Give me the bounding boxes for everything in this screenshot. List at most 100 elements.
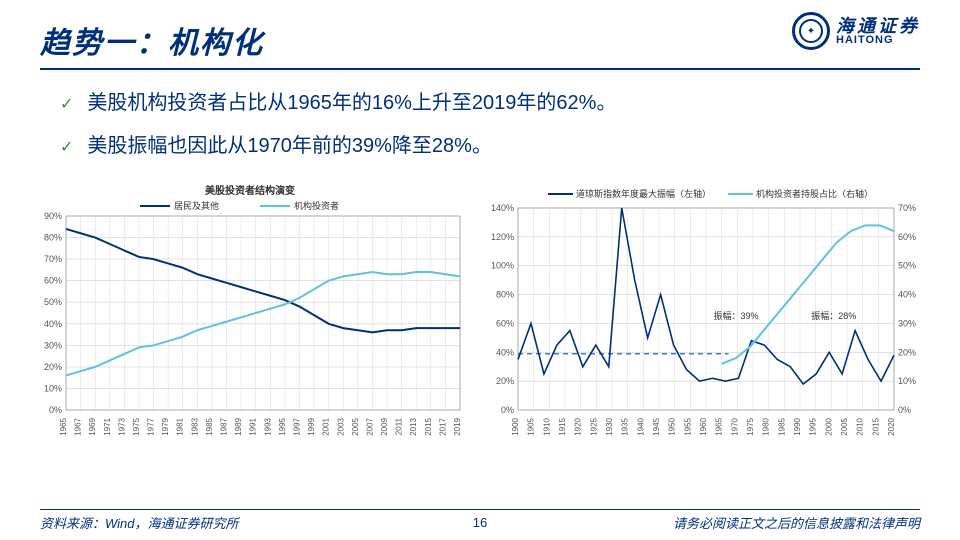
svg-text:1993: 1993 [263, 417, 272, 435]
svg-text:1969: 1969 [88, 417, 97, 435]
disclaimer: 请务必阅读正文之后的信息披露和法律声明 [673, 513, 920, 532]
svg-text:2010: 2010 [856, 417, 865, 435]
svg-text:2009: 2009 [380, 417, 389, 435]
chart-right: 0% 20% 40% 60% 80% 100% 120% 140% 0% 10% 20% 30% 40%… [480, 180, 930, 460]
bullet-list: ✓ 美股机构投资者占比从1965年的16%上升至2019年的62%。 ✓ 美股振… [0, 70, 960, 180]
bullet-item: ✓ 美股机构投资者占比从1965年的16%上升至2019年的62%。 [60, 86, 900, 115]
svg-text:1935: 1935 [621, 417, 630, 435]
svg-text:60%: 60% [496, 318, 514, 328]
footer: 资料来源：Wind，海通证券研究所 16 请务必阅读正文之后的信息披露和法律声明 [0, 513, 960, 532]
svg-text:1975: 1975 [746, 417, 755, 435]
bullet-item: ✓ 美股振幅也因此从1970年前的39%降至28%。 [60, 129, 900, 158]
svg-text:0%: 0% [898, 405, 911, 415]
svg-text:机构投资者: 机构投资者 [294, 200, 339, 211]
svg-text:120%: 120% [491, 232, 514, 242]
svg-text:2019: 2019 [453, 417, 462, 435]
charts-row: 0%10%20%30%40%50%60%70%80%90%19651967196… [0, 180, 960, 460]
svg-text:1945: 1945 [652, 417, 661, 435]
svg-text:1985: 1985 [205, 417, 214, 435]
svg-text:2000: 2000 [824, 417, 833, 435]
svg-text:居民及其他: 居民及其他 [174, 200, 219, 211]
svg-text:1979: 1979 [161, 417, 170, 435]
svg-text:道琼斯指数年度最大振幅（左轴）: 道琼斯指数年度最大振幅（左轴） [576, 188, 711, 199]
svg-text:1989: 1989 [234, 417, 243, 435]
svg-text:1975: 1975 [132, 417, 141, 435]
svg-text:1980: 1980 [762, 417, 771, 435]
svg-text:60%: 60% [898, 232, 916, 242]
svg-text:20%: 20% [44, 362, 62, 372]
svg-text:0%: 0% [49, 405, 62, 415]
logo: 海通证券 HAITONG [792, 12, 920, 50]
svg-text:1997: 1997 [292, 417, 301, 435]
footer-rule [40, 509, 920, 510]
svg-text:2005: 2005 [840, 417, 849, 435]
svg-text:1987: 1987 [220, 417, 229, 435]
svg-text:2003: 2003 [336, 417, 345, 435]
svg-text:1960: 1960 [699, 417, 708, 435]
checkmark-icon: ✓ [60, 137, 73, 157]
svg-text:2015: 2015 [871, 417, 880, 435]
svg-text:140%: 140% [491, 203, 514, 213]
svg-text:20%: 20% [898, 347, 916, 357]
bullet-text: 美股机构投资者占比从1965年的16%上升至2019年的62%。 [87, 86, 616, 115]
page-number: 16 [473, 515, 487, 530]
svg-text:1965: 1965 [715, 417, 724, 435]
svg-text:2001: 2001 [322, 417, 331, 435]
svg-text:1995: 1995 [278, 417, 287, 435]
svg-text:1965: 1965 [59, 417, 68, 435]
header: 趋势一：机构化 海通证券 HAITONG [0, 0, 960, 62]
svg-text:机构投资者持股占比（右轴）: 机构投资者持股占比（右轴） [756, 188, 873, 199]
svg-text:1970: 1970 [730, 417, 739, 435]
svg-text:1977: 1977 [147, 417, 156, 435]
svg-text:1940: 1940 [636, 417, 645, 435]
svg-text:80%: 80% [44, 233, 62, 243]
svg-text:1910: 1910 [542, 417, 551, 435]
svg-text:美股投资者结构演变: 美股投资者结构演变 [205, 184, 295, 197]
svg-text:70%: 70% [44, 254, 62, 264]
svg-text:1915: 1915 [558, 417, 567, 435]
svg-text:1990: 1990 [793, 417, 802, 435]
svg-text:1930: 1930 [605, 417, 614, 435]
svg-text:40%: 40% [496, 347, 514, 357]
svg-text:1999: 1999 [307, 417, 316, 435]
svg-text:1981: 1981 [176, 417, 185, 435]
bullet-text: 美股振幅也因此从1970年前的39%降至28%。 [87, 129, 492, 158]
svg-text:0%: 0% [501, 405, 514, 415]
svg-text:2007: 2007 [365, 417, 374, 435]
svg-text:2013: 2013 [409, 417, 418, 435]
logo-icon [792, 12, 830, 50]
svg-text:50%: 50% [898, 261, 916, 271]
svg-text:1995: 1995 [809, 417, 818, 435]
svg-text:40%: 40% [898, 290, 916, 300]
svg-text:50%: 50% [44, 297, 62, 307]
svg-text:2017: 2017 [438, 417, 447, 435]
svg-text:1920: 1920 [574, 417, 583, 435]
svg-text:1991: 1991 [249, 417, 258, 435]
chart-left: 0%10%20%30%40%50%60%70%80%90%19651967196… [30, 180, 472, 460]
svg-text:2015: 2015 [424, 417, 433, 435]
source-text: 资料来源：Wind，海通证券研究所 [40, 513, 239, 532]
svg-text:1950: 1950 [668, 417, 677, 435]
svg-text:1973: 1973 [117, 417, 126, 435]
svg-text:1971: 1971 [103, 417, 112, 435]
svg-text:振幅：39%: 振幅：39% [714, 310, 759, 321]
svg-text:振幅：28%: 振幅：28% [811, 310, 856, 321]
svg-text:2005: 2005 [351, 417, 360, 435]
svg-text:60%: 60% [44, 276, 62, 286]
svg-text:10%: 10% [898, 376, 916, 386]
logo-cn: 海通证券 [836, 17, 920, 35]
svg-text:30%: 30% [898, 318, 916, 328]
checkmark-icon: ✓ [60, 94, 73, 114]
svg-text:1967: 1967 [74, 417, 83, 435]
svg-text:1925: 1925 [589, 417, 598, 435]
svg-text:100%: 100% [491, 261, 514, 271]
page-title: 趋势一：机构化 [40, 18, 920, 62]
svg-text:40%: 40% [44, 319, 62, 329]
svg-text:30%: 30% [44, 340, 62, 350]
svg-text:80%: 80% [496, 290, 514, 300]
svg-text:2011: 2011 [395, 417, 404, 435]
svg-text:2020: 2020 [887, 417, 896, 435]
svg-text:1900: 1900 [511, 417, 520, 435]
svg-text:20%: 20% [496, 376, 514, 386]
svg-text:1985: 1985 [777, 417, 786, 435]
